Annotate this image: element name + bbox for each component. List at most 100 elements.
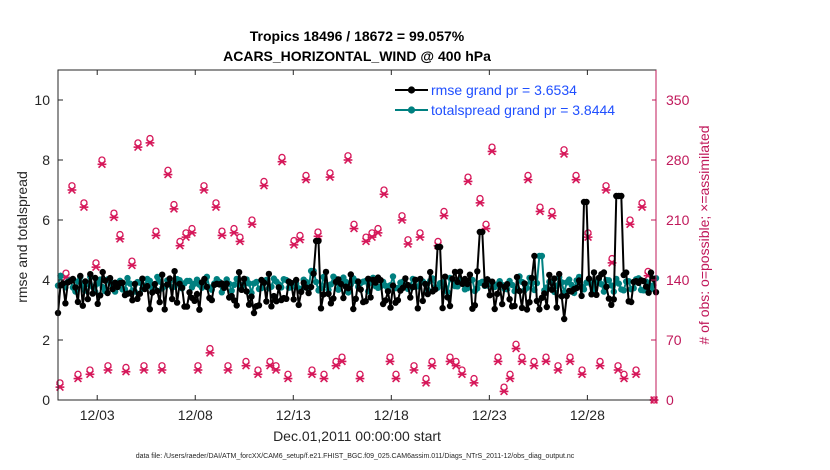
rmse-point <box>409 283 416 291</box>
y-axis-label-right: # of obs: o=possible; ×=assimilated <box>696 125 712 344</box>
obs-possible-marker <box>626 216 634 224</box>
obs-possible-marker <box>140 362 148 370</box>
rmse-point <box>422 280 429 288</box>
rmse-point <box>89 290 96 297</box>
rmse-point <box>87 271 94 278</box>
rmse-point <box>590 269 598 276</box>
rmse-point <box>310 270 317 277</box>
rmse-point <box>139 275 146 282</box>
obs-possible-marker <box>392 370 400 378</box>
rmse-point <box>340 294 347 302</box>
rmse-point <box>136 290 144 297</box>
rmse-point <box>506 296 513 303</box>
totalspread-point <box>620 287 627 294</box>
rmse-point <box>427 268 434 276</box>
rmse-point <box>466 271 474 278</box>
totalspread-point <box>605 277 613 284</box>
obs-possible-marker <box>284 370 292 378</box>
obs-possible-marker <box>446 353 454 361</box>
rmse-point <box>146 306 153 313</box>
obs-possible-marker <box>566 353 574 361</box>
rmse-point <box>352 295 359 302</box>
rmse-point <box>377 277 384 284</box>
obs-possible-marker <box>638 199 646 207</box>
rmse-point <box>561 315 568 323</box>
rmse-point <box>355 278 362 285</box>
obs-possible-marker <box>440 207 448 216</box>
rmse-point <box>275 284 282 291</box>
x-tick-label: 12/13 <box>276 407 311 423</box>
rmse-point <box>556 270 563 278</box>
rmse-point <box>109 285 116 293</box>
rmse-point <box>317 305 325 312</box>
obs-possible-marker <box>62 269 70 277</box>
totalspread-point <box>615 280 622 287</box>
obs-possible-marker <box>494 353 502 361</box>
rmse-point <box>491 305 498 313</box>
rmse-point <box>384 288 392 295</box>
obs-possible-marker <box>206 344 214 353</box>
rmse-point <box>196 306 203 313</box>
y-left-tick-label: 0 <box>42 392 50 408</box>
obs-possible-marker <box>614 362 622 370</box>
obs-possible-marker <box>98 156 106 164</box>
totalspread-point <box>253 278 260 286</box>
rmse-point <box>541 290 548 297</box>
obs-possible-marker <box>122 363 130 372</box>
rmse-point <box>367 294 374 301</box>
obs-possible-marker <box>320 370 328 378</box>
rmse-point <box>171 268 178 275</box>
rmse-point <box>608 301 615 308</box>
y-axis-label-left: rmse and totalspread <box>14 171 30 303</box>
totalspread-point <box>193 276 201 283</box>
obs-possible-marker <box>236 233 244 241</box>
totalspread-point <box>57 272 64 279</box>
totalspread-point <box>186 277 193 285</box>
totalspread-point <box>600 288 608 295</box>
obs-possible-marker <box>68 182 76 190</box>
rmse-point <box>129 297 136 304</box>
obs-possible-marker <box>464 173 472 181</box>
rmse-point <box>263 298 270 305</box>
rmse-point <box>290 296 297 303</box>
rmse-point <box>456 268 464 275</box>
obs-possible-marker <box>176 237 184 246</box>
rmse-point <box>268 303 275 310</box>
obs-possible-marker <box>518 353 526 361</box>
obs-possible-marker <box>380 186 388 194</box>
obs-possible-marker <box>554 362 562 370</box>
rmse-point <box>265 270 273 278</box>
rmse-point <box>588 291 595 298</box>
rmse-point <box>208 296 215 304</box>
obs-possible-marker <box>134 139 142 147</box>
totalspread-point <box>312 278 320 286</box>
rmse-point <box>563 292 570 300</box>
legend-box <box>389 77 652 119</box>
totalspread-point <box>126 280 134 287</box>
obs-possible-marker <box>242 357 250 366</box>
rmse-point <box>623 269 630 276</box>
rmse-point <box>551 275 558 282</box>
rmse-point <box>389 282 397 289</box>
totalspread-point <box>124 274 131 282</box>
obs-possible-marker <box>620 370 628 378</box>
rmse-point <box>156 298 163 306</box>
rmse-point <box>273 298 280 305</box>
obs-layer <box>55 134 659 404</box>
rmse-point <box>97 292 104 299</box>
totalspread-point <box>454 283 461 290</box>
rmse-point <box>62 300 69 307</box>
rmse-point <box>394 297 402 304</box>
rmse-point <box>558 293 565 300</box>
totalspread-point <box>608 282 615 289</box>
totalspread-point <box>228 287 235 294</box>
rmse-point <box>575 277 583 284</box>
totalspread-point <box>538 252 546 260</box>
obs-possible-marker <box>308 366 316 374</box>
obs-possible-marker <box>596 357 604 366</box>
rmse-point <box>372 279 379 286</box>
rmse-point <box>479 228 486 236</box>
rmse-point <box>151 280 158 288</box>
obs-possible-marker <box>536 203 544 211</box>
